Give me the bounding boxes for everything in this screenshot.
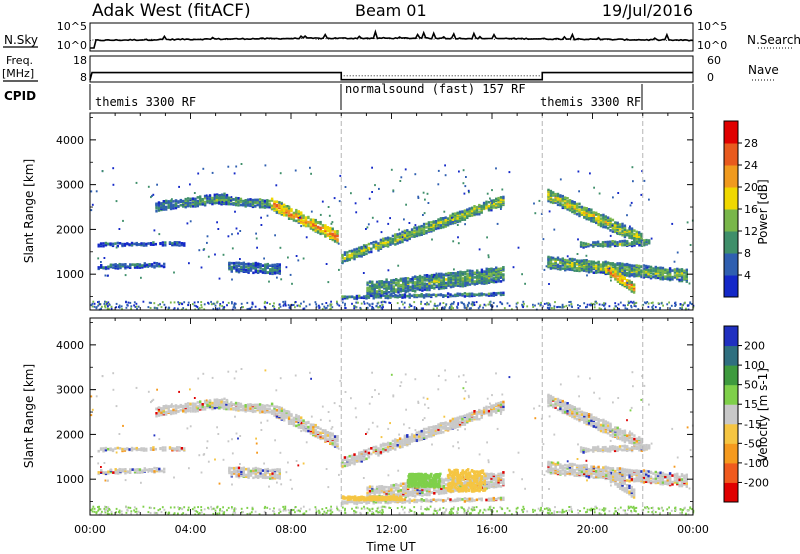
velocity-y-label: Slant Range [km] — [22, 364, 36, 468]
nsky-panel: N.Sky 10^5 10^0 10^5 10^0 N.Search — [3, 20, 800, 52]
power-panel: 1000 2000 3000 4000 Slant Range [km] 4 8 12 16… — [22, 112, 770, 311]
freq-label: Freq. — [6, 54, 33, 67]
x-tick-label: 20:00 — [577, 523, 609, 536]
y-tick-label: 4000 — [56, 134, 84, 147]
power-colorbar: 4 8 12 16 20 24 28 — [723, 120, 758, 298]
x-tick-label: 00:00 — [677, 523, 709, 536]
colorbar-swatch — [724, 404, 738, 425]
velocity-colorbar-label: Velocity [m s-1] — [756, 368, 770, 462]
cpid-segment-label: themis 3300 RF — [540, 95, 641, 109]
velocity-heatmap-cells — [90, 318, 695, 516]
cpid-row: CPID themis 3300 RF normalsound (fast) 1… — [4, 82, 694, 110]
colorbar-tick-label: 50 — [744, 379, 758, 392]
nsearch-series — [89, 37, 694, 42]
velocity-x-axis: 00:00 04:00 08:00 12:00 16:00 20:00 00:00 — [74, 318, 709, 536]
colorbar-swatch — [724, 209, 738, 232]
power-x-axis-ticks — [89, 113, 694, 310]
colorbar-swatch — [724, 253, 738, 276]
colorbar-swatch — [724, 231, 738, 254]
beam-title: Beam 01 — [355, 1, 427, 20]
colorbar-swatch — [724, 275, 738, 298]
nave-label: Nave — [748, 63, 779, 77]
colorbar-tick-label: 16 — [744, 203, 758, 216]
y-tick-label: 2000 — [56, 428, 84, 441]
date-title: 19/Jul/2016 — [602, 1, 693, 20]
x-tick-label: 08:00 — [275, 523, 307, 536]
colorbar-tick-label: 12 — [744, 225, 758, 238]
nave-tick-high: 60 — [707, 54, 721, 67]
colorbar-tick-label: -100 — [744, 457, 769, 470]
colorbar-tick-label: 28 — [744, 137, 758, 150]
colorbar-swatch — [724, 423, 738, 444]
colorbar-swatch — [724, 326, 738, 347]
x-tick-label: 16:00 — [476, 523, 508, 536]
nave-series — [92, 72, 693, 77]
freq-series — [89, 71, 693, 81]
colorbar-swatch — [724, 384, 738, 405]
power-y-label: Slant Range [km] — [22, 159, 36, 263]
colorbar-swatch — [724, 462, 738, 483]
colorbar-tick-label: 100 — [744, 359, 765, 372]
power-heatmap-cells — [90, 113, 695, 311]
x-tick-label: 12:00 — [376, 523, 408, 536]
y-tick-label: 3000 — [56, 384, 84, 397]
y-tick-label: 1000 — [56, 268, 84, 281]
power-colorbar-label: Power [dB] — [756, 179, 770, 244]
nave-tick-low: 0 — [707, 71, 714, 84]
freq-tick-low: 8 — [80, 71, 87, 84]
colorbar-swatch — [724, 143, 738, 166]
y-tick-label: 2000 — [56, 223, 84, 236]
y-tick-label: 4000 — [56, 339, 84, 352]
colorbar-tick-label: 24 — [744, 159, 758, 172]
colorbar-tick-label: 200 — [744, 340, 765, 353]
nsearch-label: N.Search — [747, 33, 800, 47]
colorbar-tick-label: 15 — [744, 398, 758, 411]
nsearch-tick-high: 10^5 — [697, 20, 727, 33]
cpid-segment-label: themis 3300 RF — [95, 95, 196, 109]
y-tick-label: 3000 — [56, 179, 84, 192]
freq-unit: [MHz] — [2, 67, 34, 80]
colorbar-swatch — [724, 443, 738, 464]
nsearch-tick-low: 10^0 — [697, 39, 727, 52]
velocity-colorbar: 200 100 50 15 -15 -50 -100 -200 — [723, 325, 769, 503]
freq-tick-high: 18 — [73, 54, 87, 67]
colorbar-tick-label: 4 — [744, 269, 751, 282]
x-tick-label: 04:00 — [175, 523, 207, 536]
x-tick-label: 00:00 — [74, 523, 106, 536]
nsky-label: N.Sky — [4, 33, 38, 47]
colorbar-swatch — [724, 482, 738, 503]
y-tick-label: 1000 — [56, 473, 84, 486]
velocity-panel: 1000 2000 3000 4000 00:00 04:00 08:00 12:00 16:… — [22, 317, 770, 554]
velocity-y-axis: 1000 2000 3000 4000 — [56, 322, 693, 502]
colorbar-tick-label: 20 — [744, 181, 758, 194]
cpid-label: CPID — [4, 89, 36, 103]
power-y-axis: 1000 2000 3000 4000 — [56, 117, 693, 297]
colorbar-tick-label: -200 — [744, 476, 769, 489]
station-title: Adak West (fitACF) — [92, 1, 251, 21]
colorbar-swatch — [724, 121, 738, 144]
nsky-tick-low: 10^0 — [57, 39, 87, 52]
freq-panel: Freq. [MHz] 18 8 60 0 Nave — [2, 54, 779, 84]
colorbar-tick-label: -50 — [744, 437, 762, 450]
nsky-tick-high: 10^5 — [57, 20, 87, 33]
cpid-segment-label: normalsound (fast) 157 RF — [345, 82, 526, 96]
colorbar-tick-label: 8 — [744, 247, 751, 260]
colorbar-swatch — [724, 187, 738, 210]
colorbar-swatch — [724, 365, 738, 386]
colorbar-swatch — [724, 165, 738, 188]
velocity-x-label: Time UT — [365, 540, 416, 554]
colorbar-swatch — [724, 345, 738, 366]
colorbar-tick-label: -15 — [744, 418, 762, 431]
